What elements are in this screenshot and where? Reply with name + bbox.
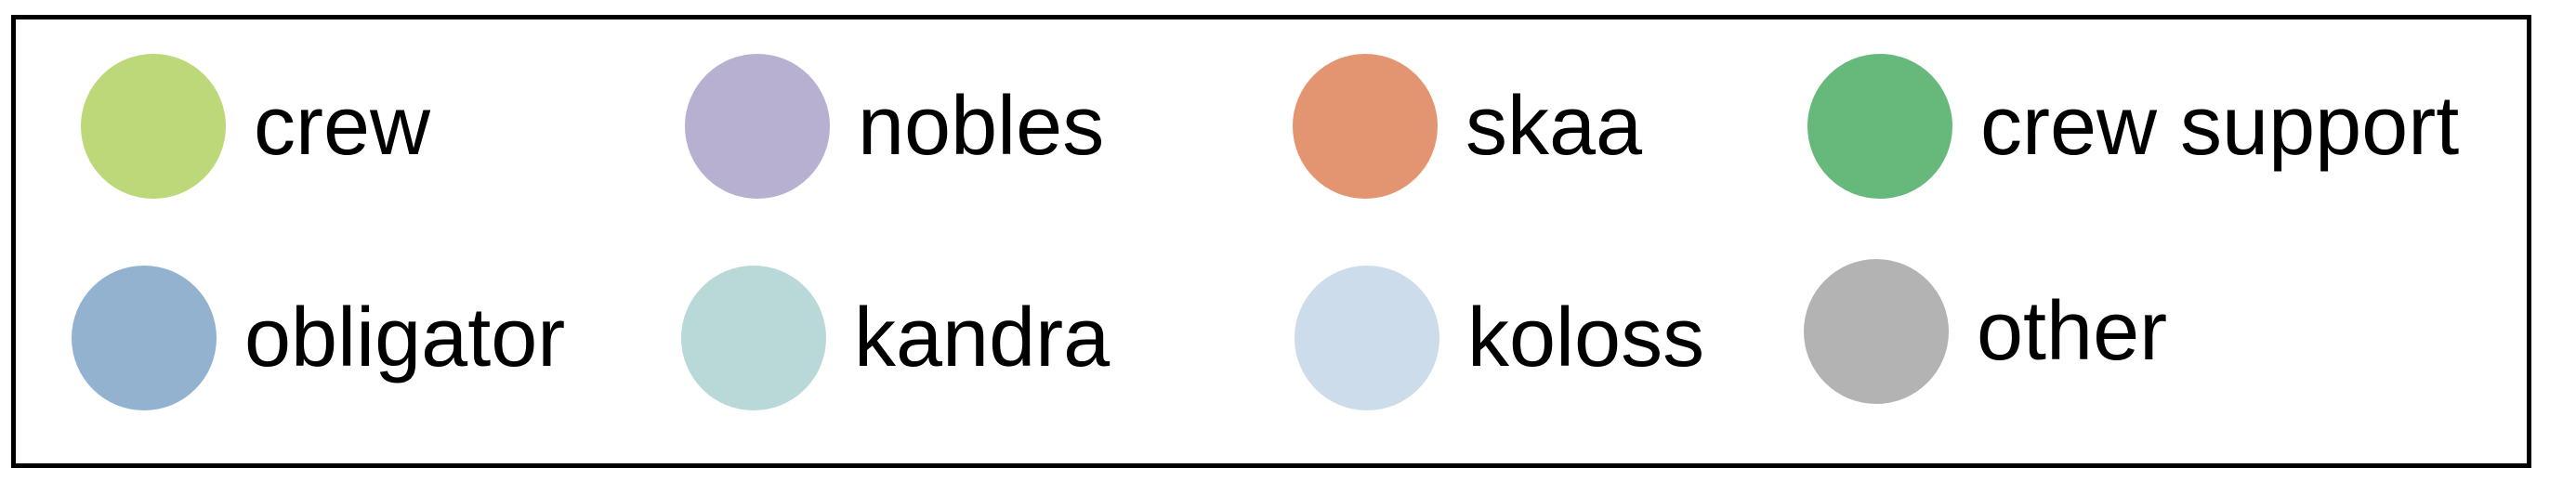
legend-item-koloss: koloss xyxy=(1295,266,1704,410)
skaa-color-swatch xyxy=(1293,54,1438,199)
legend-item-crew: crew xyxy=(81,54,430,199)
legend-label: skaa xyxy=(1465,80,1643,173)
legend-item-obligator: obligator xyxy=(72,266,565,410)
legend-item-kandra: kandra xyxy=(681,266,1110,410)
legend-item-other: other xyxy=(1804,259,2167,404)
legend-label: crew xyxy=(254,80,431,173)
koloss-color-swatch xyxy=(1295,266,1439,410)
legend-label: crew support xyxy=(1980,80,2460,173)
legend-label: nobles xyxy=(858,80,1105,173)
legend-item-crew-support: crew support xyxy=(1807,54,2459,199)
legend-label: obligator xyxy=(244,292,566,384)
legend-label: kandra xyxy=(854,292,1111,384)
crew-color-swatch xyxy=(81,54,226,199)
legend-box: crew nobles skaa crew support obligator … xyxy=(11,15,2531,468)
obligator-color-swatch xyxy=(72,266,217,410)
legend-label: other xyxy=(1977,285,2168,378)
nobles-color-swatch xyxy=(685,54,830,199)
kandra-color-swatch xyxy=(681,266,826,410)
other-color-swatch xyxy=(1804,259,1949,404)
legend-item-skaa: skaa xyxy=(1293,54,1642,199)
legend-item-nobles: nobles xyxy=(685,54,1104,199)
crew-support-color-swatch xyxy=(1807,54,1952,199)
legend-label: koloss xyxy=(1467,292,1705,384)
